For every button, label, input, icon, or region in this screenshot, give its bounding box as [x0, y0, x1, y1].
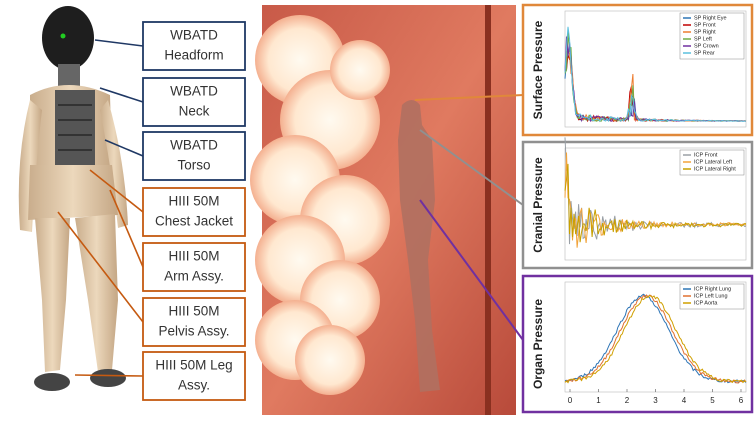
figure: WBATD Headform WBATD Neck WBATD Torso HIII 50M… — [0, 0, 756, 417]
blast-photo — [250, 5, 516, 415]
x-tick-label: 5 — [710, 396, 715, 405]
label-text: Headform — [164, 48, 223, 63]
legend-entry: SP Crown — [694, 43, 719, 49]
legend-entry: ICP Lateral Right — [694, 166, 736, 172]
leader-line — [95, 40, 143, 46]
legend-entry: SP Left — [694, 36, 712, 42]
label-text: Torso — [177, 158, 210, 173]
x-tick-label: 3 — [653, 396, 658, 405]
label-text: HIII 50M Leg — [155, 358, 232, 373]
label-text: HIII 50M — [168, 304, 219, 319]
legend-entry: SP Front — [694, 22, 716, 28]
label-text: HIII 50M — [168, 249, 219, 264]
legend-entry: ICP Lateral Left — [694, 159, 733, 165]
x-tick-label: 1 — [596, 396, 601, 405]
label-text: Pelvis Assy. — [158, 324, 229, 339]
legend-entry: ICP Front — [694, 152, 718, 158]
label-text: WBATD — [170, 84, 218, 99]
label-text: Assy. — [178, 378, 210, 393]
label-text: WBATD — [170, 138, 218, 153]
panel-title: Surface Pressure — [531, 20, 545, 119]
label-text: Arm Assy. — [164, 269, 224, 284]
dummy-illustration — [19, 6, 128, 391]
x-tick-label: 6 — [739, 396, 744, 405]
label-text: Neck — [179, 104, 210, 119]
legend-entry: SP Rear — [694, 50, 715, 56]
label-text: Chest Jacket — [155, 214, 233, 229]
x-tick-label: 0 — [568, 396, 573, 405]
leader-line — [75, 375, 143, 376]
label-text: WBATD — [170, 28, 218, 43]
x-tick-label: 4 — [682, 396, 687, 405]
label-text: HIII 50M — [168, 194, 219, 209]
panel-title: Organ Pressure — [531, 299, 545, 389]
legend-entry: SP Right — [694, 29, 716, 35]
legend-entry: ICP Aorta — [694, 300, 718, 306]
legend-entry: ICP Left Lung — [694, 293, 728, 299]
x-tick-label: 2 — [625, 396, 630, 405]
panel-title: Cranial Pressure — [531, 157, 545, 253]
legend-entry: SP Right Eye — [694, 15, 727, 21]
legend-entry: ICP Right Lung — [694, 286, 731, 292]
